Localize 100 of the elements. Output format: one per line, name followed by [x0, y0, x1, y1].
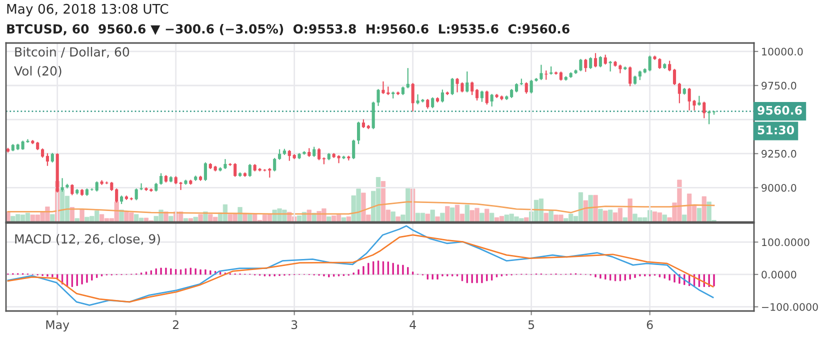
candlestick [278, 148, 282, 160]
candlestick [530, 79, 533, 94]
candlestick [160, 172, 163, 186]
candlestick [540, 64, 543, 81]
candlestick [376, 88, 380, 106]
y-tick-label: 9750.0 [762, 82, 796, 90]
bar [702, 196, 706, 222]
bar [80, 208, 84, 222]
bar [188, 218, 193, 222]
y-tick-label: 10000.0 [762, 48, 803, 56]
candlestick [95, 180, 98, 192]
bar [445, 206, 450, 222]
x-tick-label: 2 [172, 320, 178, 329]
text: BTCUSD, 60 9560.6 ▼ −300.6 (−3.05%) O:9553.8 H:9560.6 L:9535.6 C:9560.6 [7, 24, 570, 36]
bar [50, 214, 55, 222]
bar [306, 210, 312, 222]
candlestick [356, 121, 360, 145]
candlestick [440, 89, 444, 103]
bar [242, 213, 248, 222]
bar [450, 207, 455, 222]
x-tick-label: 5 [528, 320, 534, 330]
bar [168, 216, 174, 222]
candlestick [490, 93, 494, 108]
candlestick [411, 82, 414, 112]
candlestick [312, 146, 316, 158]
candlestick [589, 56, 592, 70]
bar [440, 212, 445, 222]
candlestick [475, 88, 479, 102]
text: May 06, 2018 13:08 UTC [7, 4, 168, 16]
bar [390, 211, 396, 222]
bar [682, 214, 687, 222]
candlestick [406, 68, 410, 89]
candlestick [426, 98, 430, 110]
candlestick [604, 54, 607, 66]
candlestick [268, 168, 272, 178]
candlestick [579, 58, 582, 72]
bar [346, 216, 351, 222]
candlestick [140, 182, 143, 191]
bar [119, 210, 124, 222]
bar [628, 198, 632, 222]
bar [183, 218, 188, 222]
bar [548, 210, 554, 222]
candlestick [352, 139, 356, 160]
candlestick [470, 81, 474, 96]
candlestick [466, 70, 469, 93]
candlestick [524, 82, 528, 94]
candlestick [648, 55, 652, 72]
y-tick-label: 9000.0 [762, 184, 796, 192]
bar [326, 216, 332, 222]
y-tick-label: 0.0000 [762, 270, 796, 278]
candlestick [41, 148, 44, 158]
candlestick [317, 148, 321, 161]
x-tick-label: 3 [291, 320, 298, 330]
candlestick [480, 90, 484, 102]
bar [435, 216, 440, 222]
bar [430, 210, 435, 222]
candlestick [70, 184, 74, 196]
bar [238, 207, 242, 222]
candlestick [658, 58, 662, 70]
bar [248, 214, 252, 222]
bar [524, 217, 529, 222]
candlestick [628, 66, 632, 87]
bar [662, 214, 667, 222]
candlestick [584, 58, 588, 72]
candlestick [224, 158, 227, 170]
bar [622, 217, 628, 222]
bar [593, 194, 598, 222]
y-tick-label: 100.0000 [762, 238, 810, 246]
bar [341, 217, 346, 222]
bar [484, 208, 490, 222]
candlestick [450, 77, 454, 96]
ref-line-label: 9560.6 [758, 106, 802, 115]
bar [198, 214, 203, 222]
y-tick-label: −100.0000 [762, 303, 818, 311]
candlestick [702, 101, 706, 119]
text: MACD (12, 26, close, 9) [15, 234, 160, 246]
candlestick [485, 90, 488, 106]
candlestick [204, 162, 207, 182]
candlestick [50, 152, 54, 164]
candlestick [288, 150, 291, 162]
candlestick [248, 163, 252, 178]
candlestick [234, 162, 237, 178]
bar [583, 200, 588, 222]
chart-title: Bitcoin / Dollar, 60 [15, 46, 130, 58]
bar [588, 194, 593, 222]
candlestick [594, 52, 598, 68]
bar [608, 210, 613, 222]
x-tick-label: May [46, 320, 70, 332]
candlestick [698, 95, 701, 106]
candlestick [672, 68, 676, 86]
x-tick-label: 4 [410, 320, 416, 329]
bar [490, 212, 494, 222]
candlestick [708, 110, 711, 125]
x-tick-label: 6 [646, 320, 653, 330]
bar [425, 214, 430, 222]
bar [696, 208, 702, 222]
bar [193, 216, 198, 222]
bar [544, 212, 548, 222]
bar [603, 210, 608, 222]
bar [396, 216, 400, 222]
